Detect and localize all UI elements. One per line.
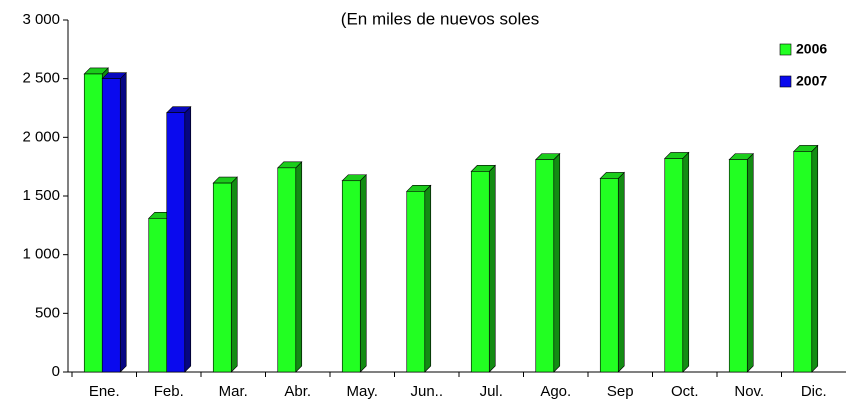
x-tick-label: Ago. — [540, 383, 571, 400]
bar-side — [811, 144, 819, 373]
x-tick-label: May. — [347, 383, 378, 400]
bar-side — [488, 164, 496, 373]
bar — [406, 184, 432, 373]
bar-side — [184, 105, 192, 373]
y-tick-label: 2 000 — [22, 128, 60, 145]
bar-front — [277, 167, 297, 373]
legend-swatch — [779, 75, 792, 88]
bar — [728, 152, 754, 373]
bar-front — [212, 182, 232, 373]
bar — [793, 144, 819, 373]
bar-front — [535, 159, 555, 373]
x-tick-label: Jun.. — [410, 383, 443, 400]
bar-front — [728, 159, 748, 373]
x-tick-label: Oct. — [671, 383, 699, 400]
bar-side — [230, 176, 238, 373]
x-tick-label: Sep — [607, 383, 634, 400]
legend-swatch — [779, 43, 792, 56]
bar-front — [148, 217, 168, 373]
bar — [101, 71, 127, 373]
y-tick-label: 0 — [52, 363, 60, 380]
legend-label: 2007 — [796, 73, 827, 89]
bar — [277, 161, 303, 373]
y-tick-label: 1 500 — [22, 187, 60, 204]
bar-side — [359, 174, 367, 373]
bar-front — [470, 171, 490, 373]
bar — [341, 174, 367, 373]
x-tick-label: Nov. — [734, 383, 764, 400]
bar — [212, 176, 238, 373]
y-tick-label: 3 000 — [22, 11, 60, 28]
y-tick-label: 500 — [35, 304, 60, 321]
bar-front — [166, 112, 186, 373]
chart-title: (En miles de nuevos soles — [341, 9, 539, 28]
bar-side — [119, 71, 127, 373]
x-tick-label: Mar. — [219, 383, 248, 400]
x-tick-label: Abr. — [284, 383, 311, 400]
bar-side — [682, 151, 690, 373]
bar-front — [101, 78, 121, 373]
bar-front — [599, 178, 619, 373]
y-tick-label: 2 500 — [22, 70, 60, 87]
x-tick-label: Feb. — [154, 383, 184, 400]
bar-front — [406, 191, 426, 373]
legend-label: 2006 — [796, 41, 827, 57]
y-tick-label: 1 000 — [22, 246, 60, 263]
bar — [166, 105, 192, 373]
bar-side — [617, 171, 625, 373]
bar — [535, 152, 561, 373]
x-tick-label: Dic. — [801, 383, 827, 400]
bar-front — [793, 151, 813, 373]
x-tick-label: Ene. — [89, 383, 120, 400]
bar-front — [664, 158, 684, 373]
bar-side — [746, 152, 754, 373]
bar-side — [295, 161, 303, 373]
bar — [664, 151, 690, 373]
bar — [470, 164, 496, 373]
bar-front — [83, 73, 103, 373]
bar — [599, 171, 625, 373]
x-tick-label: Jul. — [480, 383, 503, 400]
bar-side — [424, 184, 432, 373]
bar-front — [341, 180, 361, 373]
bar-side — [553, 152, 561, 373]
